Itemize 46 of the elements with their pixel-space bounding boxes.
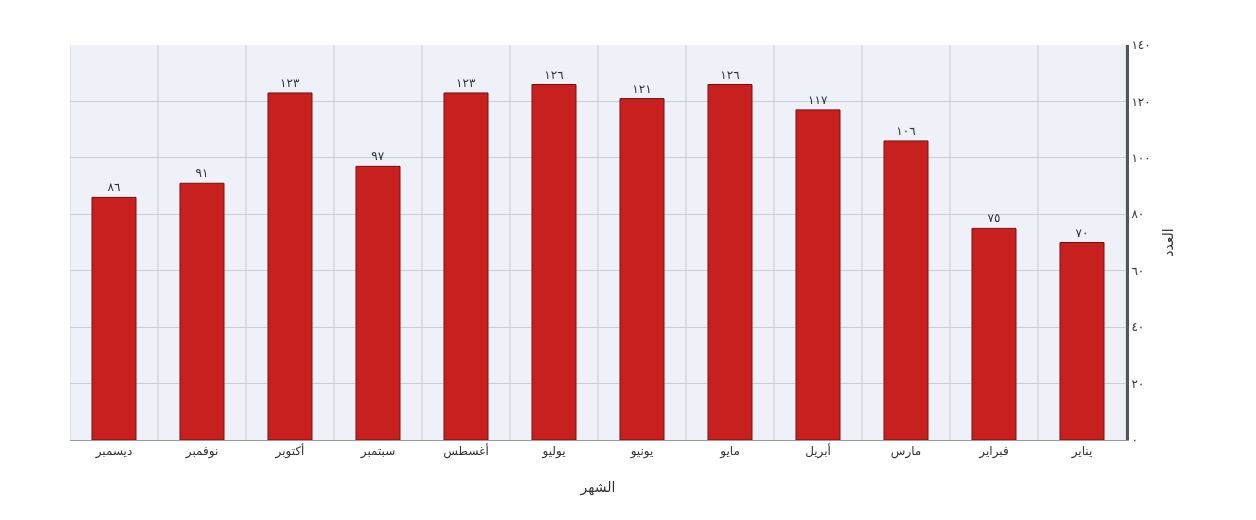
bar xyxy=(355,165,401,440)
y-tick-label: ١٢٠ xyxy=(1131,94,1151,109)
y-tick-label: ٠ xyxy=(1131,433,1138,448)
data-label: ٩٧ xyxy=(371,149,385,164)
data-label: ٧٠ xyxy=(1075,225,1089,240)
y-tick-label: ١٤٠ xyxy=(1131,38,1151,53)
bar xyxy=(179,182,225,440)
y-tick-label: ٨٠ xyxy=(1131,207,1145,222)
x-axis-title: الشهر xyxy=(579,479,616,496)
x-tick-label: فبراير xyxy=(978,444,1009,460)
x-tick-label: نوفمبر xyxy=(184,444,219,460)
bar xyxy=(267,92,313,440)
bar xyxy=(443,92,489,440)
y-tick-label: ٦٠ xyxy=(1131,263,1145,278)
x-tick-label: أبريل xyxy=(805,443,831,460)
bar xyxy=(619,98,665,440)
x-tick-label: أكتوبر xyxy=(274,443,305,460)
data-label: ١٢١ xyxy=(632,81,652,96)
bar xyxy=(707,84,753,440)
x-tick-label: مايو xyxy=(719,444,740,460)
data-label: ١١٧ xyxy=(808,92,828,107)
data-label: ١٢٦ xyxy=(720,67,740,82)
x-tick-label: سبتمبر xyxy=(359,444,396,460)
bar xyxy=(531,84,577,440)
y-tick-label: ٢٠ xyxy=(1131,376,1145,391)
x-tick-label: ديسمبر xyxy=(94,444,133,460)
y-tick-label: ٤٠ xyxy=(1131,320,1145,335)
bar xyxy=(795,109,841,440)
x-tick-label: مارس xyxy=(890,444,922,460)
y-tick-label: ١٠٠ xyxy=(1131,151,1151,166)
x-tick-label: يوليو xyxy=(541,444,566,460)
data-label: ١٢٦ xyxy=(544,67,564,82)
bar xyxy=(883,140,929,440)
data-label: ١٢٣ xyxy=(280,75,300,90)
data-label: ٧٥ xyxy=(987,211,1001,226)
x-tick-label: أغسطس xyxy=(443,443,489,460)
data-label: ١٢٣ xyxy=(456,75,476,90)
y-axis-title: العدد xyxy=(1160,228,1176,257)
data-label: ٨٦ xyxy=(107,180,121,195)
data-label: ٩١ xyxy=(195,166,209,181)
x-tick-label: يناير xyxy=(1070,444,1093,460)
bar xyxy=(971,227,1017,440)
bar xyxy=(1059,242,1105,440)
bar xyxy=(91,196,137,440)
x-tick-label: يونيو xyxy=(629,444,654,460)
data-label: ١٠٦ xyxy=(896,123,916,138)
